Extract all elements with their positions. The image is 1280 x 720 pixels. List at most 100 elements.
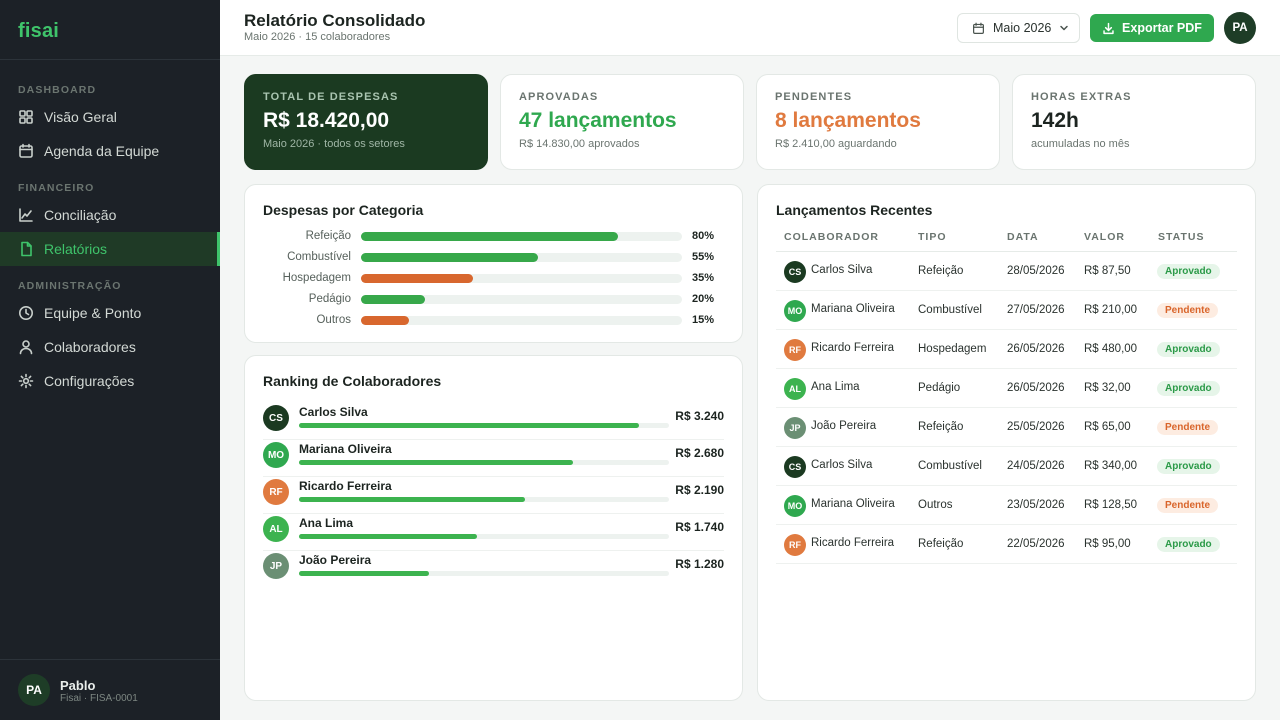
- avatar: JP: [784, 417, 806, 439]
- sidebar-item-configuracoes[interactable]: Configurações: [0, 364, 220, 398]
- column-header-status[interactable]: STATUS: [1158, 231, 1205, 243]
- ranking-amount: R$ 1.740: [675, 520, 724, 534]
- avatar: CS: [784, 456, 806, 478]
- panel-title: Despesas por Categoria: [263, 202, 424, 218]
- category-bar-track: [361, 295, 682, 304]
- sidebar-item-equipe-ponto[interactable]: Equipe & Ponto: [0, 296, 220, 330]
- category-percent: 35%: [692, 272, 715, 284]
- column-header-valor[interactable]: VALOR: [1084, 231, 1125, 243]
- cell-tipo: Refeição: [918, 421, 964, 433]
- category-bar-fill: [361, 232, 618, 241]
- calendar-icon: [973, 22, 984, 34]
- sidebar-item-visao-geral[interactable]: Visão Geral: [0, 100, 220, 134]
- ranking-row[interactable]: CS Carlos Silva R$ 3.240: [263, 403, 724, 440]
- cell-tipo: Refeição: [918, 265, 964, 277]
- category-bar-track: [361, 274, 682, 283]
- ranking-amount: R$ 2.680: [675, 446, 724, 460]
- sidebar-item-label: Configurações: [44, 373, 135, 389]
- divider: [0, 59, 220, 60]
- cell-tipo: Combustível: [918, 460, 982, 472]
- ranking-bar-fill: [299, 534, 477, 539]
- cell-valor: R$ 87,50: [1084, 265, 1131, 277]
- cell-colaborador: Mariana Oliveira: [811, 303, 895, 315]
- column-header-data[interactable]: DATA: [1007, 231, 1039, 243]
- ranking-row[interactable]: RF Ricardo Ferreira R$ 2.190: [263, 477, 724, 514]
- header-avatar[interactable]: PA: [1224, 12, 1256, 44]
- table-row[interactable]: CS Carlos Silva Refeição 28/05/2026 R$ 87,50…: [776, 252, 1237, 291]
- calendar-icon: [19, 143, 33, 158]
- status-badge: Aprovado: [1157, 264, 1220, 279]
- cell-valor: R$ 65,00: [1084, 421, 1131, 433]
- ranking-bar-fill: [299, 571, 429, 576]
- ranking-bar-track: [299, 534, 669, 539]
- ranking-row[interactable]: JP João Pereira R$ 1.280: [263, 551, 724, 588]
- sidebar: fisai DASHBOARD Visão Geral Agenda da Eq…: [0, 0, 220, 720]
- category-row: Pedágio 20%: [245, 293, 743, 307]
- table-row[interactable]: MO Mariana Oliveira Combustível 27/05/2026 R…: [776, 291, 1237, 330]
- cell-valor: R$ 95,00: [1084, 538, 1131, 550]
- table-row[interactable]: AL Ana Lima Pedágio 26/05/2026 R$ 32,00 Aprov…: [776, 369, 1237, 408]
- clock-icon: [19, 306, 33, 320]
- category-bar-fill: [361, 295, 426, 304]
- avatar: RF: [784, 339, 806, 361]
- cell-data: 28/05/2026: [1007, 265, 1065, 277]
- kpi-note: Maio 2026 · todos os setores: [263, 138, 405, 150]
- avatar: CS: [263, 405, 289, 431]
- category-bar-track: [361, 253, 682, 262]
- cell-data: 22/05/2026: [1007, 538, 1065, 550]
- category-bar-track: [361, 316, 682, 325]
- table-row[interactable]: RF Ricardo Ferreira Hospedagem 26/05/2026 R$…: [776, 330, 1237, 369]
- cell-colaborador: Carlos Silva: [811, 264, 873, 276]
- cell-tipo: Pedágio: [918, 382, 961, 394]
- category-label: Outros: [316, 314, 351, 326]
- column-header-tipo[interactable]: TIPO: [918, 231, 947, 243]
- sidebar-item-label: Visão Geral: [44, 109, 117, 125]
- table-row[interactable]: RF Ricardo Ferreira Refeição 22/05/2026 R$ 9…: [776, 525, 1237, 564]
- page-subtitle: Maio 2026 · 15 colaboradores: [244, 31, 391, 43]
- kpi-label: PENDENTES: [775, 91, 853, 103]
- chevron-down-icon: [1060, 25, 1069, 31]
- brand-logo[interactable]: fisai: [18, 20, 60, 42]
- table-row[interactable]: CS Carlos Silva Combustível 24/05/2026 R$ 34…: [776, 447, 1237, 486]
- sidebar-item-conciliacao[interactable]: Conciliação: [0, 198, 220, 232]
- user-avatar[interactable]: PA: [18, 674, 50, 706]
- nav-section-dashboard: DASHBOARD: [18, 84, 97, 96]
- chart-line-icon: [19, 208, 33, 222]
- user-icon: [19, 340, 33, 355]
- status-badge: Pendente: [1157, 498, 1219, 513]
- sidebar-item-label: Agenda da Equipe: [44, 143, 160, 159]
- sidebar-item-label: Conciliação: [44, 207, 117, 223]
- category-bar-fill: [361, 316, 410, 325]
- gear-icon: [18, 373, 34, 389]
- cell-data: 26/05/2026: [1007, 343, 1065, 355]
- kpi-value: 8 lançamentos: [775, 109, 921, 132]
- column-header-colaborador[interactable]: COLABORADOR: [784, 231, 879, 243]
- panel-title: Lançamentos Recentes: [776, 202, 933, 218]
- categories-panel: Despesas por Categoria Refeição 80% Combus…: [244, 184, 743, 343]
- cell-tipo: Outros: [918, 499, 953, 511]
- avatar: MO: [784, 495, 806, 517]
- export-pdf-button[interactable]: Exportar PDF: [1090, 14, 1214, 42]
- sidebar-item-colaboradores[interactable]: Colaboradores: [0, 330, 220, 364]
- grid-icon: [19, 110, 33, 124]
- cell-data: 23/05/2026: [1007, 499, 1065, 511]
- month-select[interactable]: Maio 2026: [957, 13, 1080, 43]
- cell-valor: R$ 210,00: [1084, 304, 1138, 316]
- category-bar-fill: [361, 274, 474, 283]
- cell-data: 26/05/2026: [1007, 382, 1065, 394]
- ranking-name: Carlos Silva: [299, 405, 368, 419]
- avatar: MO: [263, 442, 289, 468]
- sidebar-item-agenda[interactable]: Agenda da Equipe: [0, 134, 220, 168]
- export-pdf-label: Exportar PDF: [1122, 21, 1202, 35]
- kpi-label: TOTAL DE DESPESAS: [263, 91, 399, 103]
- kpi-note: R$ 14.830,00 aprovados: [519, 138, 640, 150]
- kpi-label: HORAS EXTRAS: [1031, 91, 1132, 103]
- cell-data: 24/05/2026: [1007, 460, 1065, 472]
- top-header: Relatório Consolidado Maio 2026 · 15 col…: [220, 0, 1280, 56]
- cell-colaborador: Carlos Silva: [811, 459, 873, 471]
- table-row[interactable]: MO Mariana Oliveira Outros 23/05/2026 R$ 128…: [776, 486, 1237, 525]
- ranking-row[interactable]: AL Ana Lima R$ 1.740: [263, 514, 724, 551]
- ranking-row[interactable]: MO Mariana Oliveira R$ 2.680: [263, 440, 724, 477]
- sidebar-item-relatorios[interactable]: Relatórios: [0, 232, 220, 266]
- table-row[interactable]: JP João Pereira Refeição 25/05/2026 R$ 65,00…: [776, 408, 1237, 447]
